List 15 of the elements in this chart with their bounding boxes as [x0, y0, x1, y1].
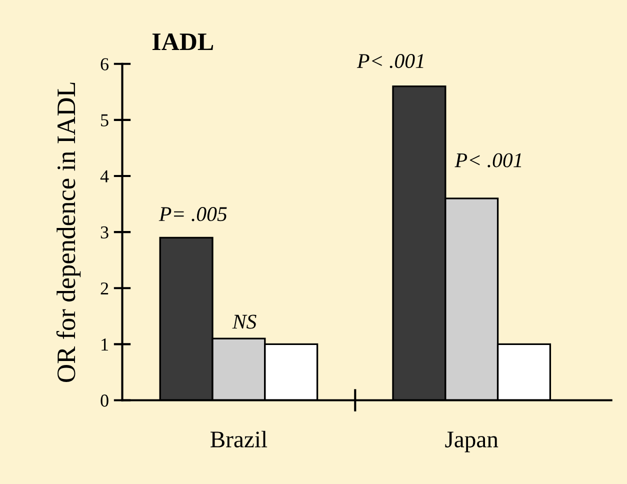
y-tick-label: 4: [100, 170, 109, 182]
annotation: P< .001: [454, 153, 522, 168]
y-tick-label: 5: [101, 114, 108, 126]
annotation: P= .005: [158, 207, 227, 222]
annotation: P< .001: [356, 54, 424, 68]
y-axis-title: OR for dependence in IADL: [56, 82, 81, 382]
y-tick-label: 3: [100, 226, 108, 239]
annotation: NS: [232, 314, 256, 329]
x-tick-label: Japan: [445, 432, 498, 452]
chart-title: IADL: [152, 33, 214, 50]
y-tick-label: 1: [102, 338, 108, 350]
x-tick-label: Brazil: [210, 430, 268, 448]
y-tick-label: 2: [100, 282, 108, 294]
y-tick-label: 0: [100, 394, 108, 407]
y-tick-label: 6: [100, 58, 109, 70]
